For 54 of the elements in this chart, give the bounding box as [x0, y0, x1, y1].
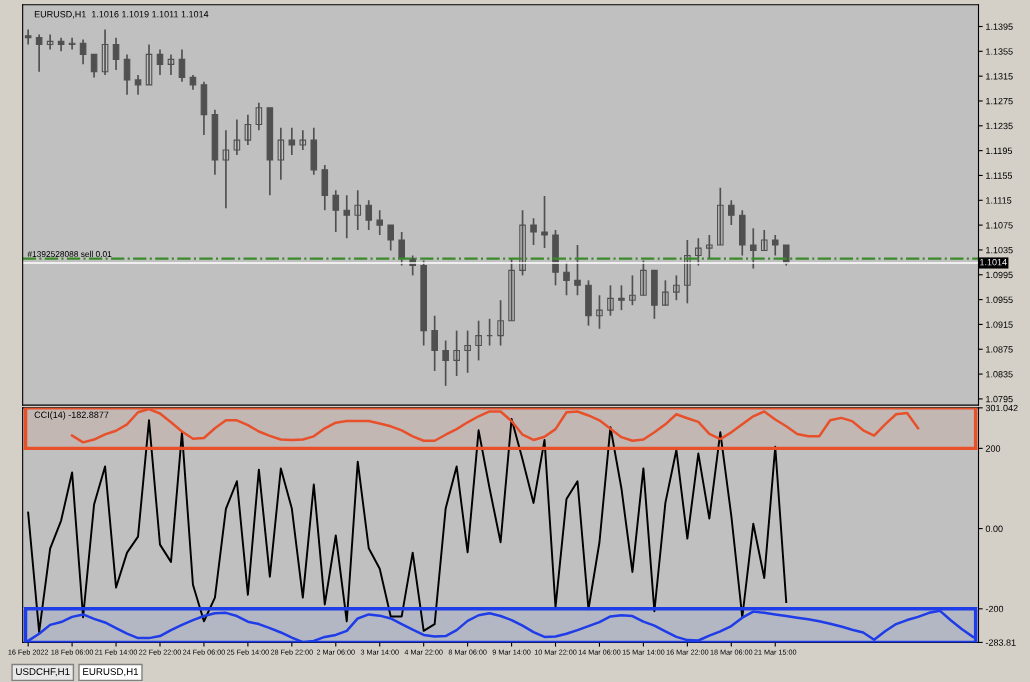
candlestick: [453, 329, 460, 377]
y-tick-label: 1.1155: [986, 172, 1013, 179]
chart-title: CCI(14) -182.8877: [34, 411, 109, 420]
candlestick: [662, 279, 669, 307]
candlestick: [299, 129, 307, 151]
y-tick-label: 301.042: [985, 404, 1018, 412]
y-tick-label: -200: [985, 605, 1004, 613]
y-tick-label: 200: [985, 445, 1001, 452]
candlestick: [706, 234, 713, 260]
y-tick-label: 1.1355: [986, 48, 1013, 55]
candlestick: [431, 314, 438, 372]
y-tick-label: 0.00: [985, 525, 1003, 532]
candlestick: [695, 237, 702, 267]
candlestick: [673, 274, 680, 302]
candlestick: [585, 279, 592, 327]
candlestick: [530, 217, 537, 246]
y-tick-label: 1.1075: [986, 222, 1013, 229]
candlestick: [607, 284, 614, 317]
candlestick: [618, 284, 625, 311]
line-series: [27, 418, 788, 634]
candlestick: [442, 339, 449, 387]
y-tick-label: 1.0795: [986, 395, 1013, 403]
y-tick-label: 1.1395: [986, 23, 1013, 30]
ref-line-label: #1392528088 sell 0.01: [27, 250, 112, 257]
y-tick-label: 1.0835: [986, 371, 1013, 378]
candlestick: [563, 261, 570, 297]
y-tick-label: 1.1235: [986, 122, 1013, 130]
y-tick-label: 1.1275: [986, 97, 1013, 105]
candlestick: [475, 319, 482, 362]
y-tick-label: 1.0875: [986, 346, 1013, 353]
candlestick: [640, 259, 647, 297]
y-tick-label: 1.1115: [986, 197, 1012, 204]
y-tick-label: 1.0995: [986, 271, 1013, 279]
text: EURUSD,H1 1.1016 1.1019 1.1011 1.1014: [34, 11, 209, 19]
y-tick-label: 1.1035: [986, 246, 1013, 254]
candlestick: [497, 299, 504, 347]
candlestick: [651, 269, 658, 320]
y-tick-label: 1.1195: [986, 147, 1013, 154]
ref-line-label: 1.1014: [980, 259, 1007, 266]
candlestick: [771, 234, 779, 257]
candlestick: [464, 329, 471, 374]
candlestick: [574, 244, 581, 297]
candlestick: [376, 209, 384, 236]
y-tick-label: 1.1315: [986, 73, 1013, 80]
y-tick-label: 1.0955: [986, 296, 1013, 303]
candlestick: [508, 257, 515, 322]
y-tick-label: 1.0915: [986, 321, 1013, 328]
text: USDCHF,H1: [16, 668, 70, 677]
candlestick: [541, 195, 548, 249]
text: EURUSD,H1: [83, 668, 139, 677]
candlestick: [629, 274, 636, 307]
candlestick: [596, 294, 603, 330]
y-tick-label: -283.81: [985, 639, 1016, 646]
candlestick: [288, 126, 296, 156]
